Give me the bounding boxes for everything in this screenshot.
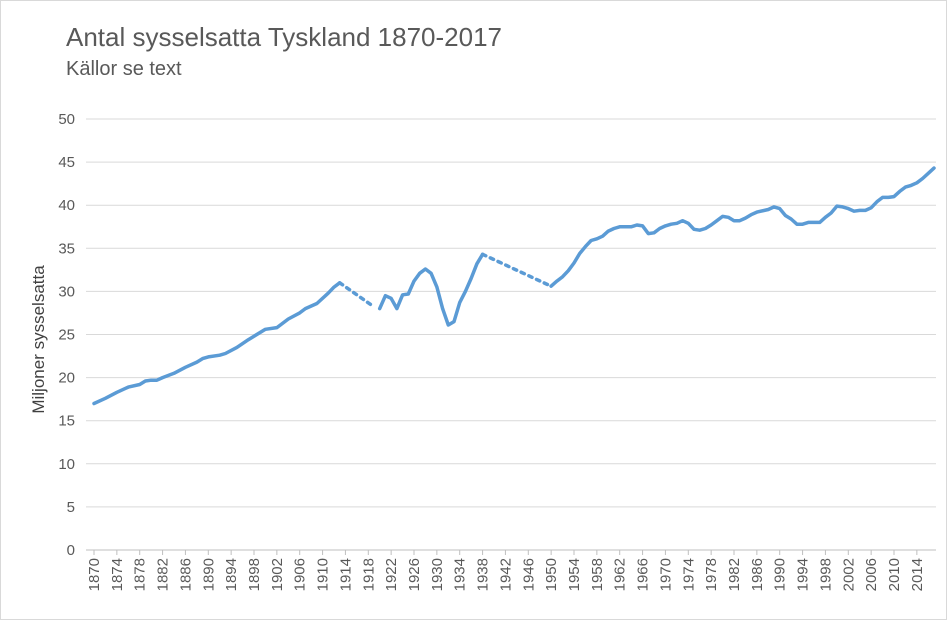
- x-tick-label: 1930: [429, 558, 446, 591]
- x-tick-label: 1954: [566, 558, 583, 591]
- x-tick-label: 2010: [886, 558, 903, 591]
- y-axis-ticks: 0 5 10 15 20 25 30 35 40 45 50: [58, 111, 75, 559]
- x-tick-label: 2006: [863, 558, 880, 591]
- x-tick-label: 1938: [475, 558, 492, 591]
- series-line: [377, 252, 485, 327]
- x-tick-label: 1994: [795, 558, 812, 591]
- chart-title: Antal sysselsatta Tyskland 1870-2017: [66, 22, 503, 52]
- x-tick-label: 1918: [360, 558, 377, 591]
- x-tick-label: 1906: [292, 558, 309, 591]
- chart-subtitle: Källor se text: [66, 58, 182, 80]
- x-tick-label: 1894: [223, 558, 240, 591]
- x-tick-label: 1982: [726, 558, 743, 591]
- x-tick-label: 1922: [383, 558, 400, 591]
- x-tick-label: 1878: [132, 558, 149, 591]
- x-tick-label: 1882: [155, 558, 172, 591]
- y-tick-label: 5: [67, 499, 75, 516]
- x-tick-label: 1998: [817, 558, 834, 591]
- x-tick-label: 1910: [315, 558, 332, 591]
- y-tick-label: 50: [58, 111, 75, 128]
- y-tick-label: 25: [58, 327, 75, 344]
- series-line-gap-dotted: [337, 281, 376, 309]
- gridlines: [86, 118, 936, 551]
- x-tick-label: 1942: [497, 558, 514, 591]
- x-tick-label: 1962: [612, 558, 629, 591]
- y-axis-label: Miljoner sysselsatta: [29, 265, 48, 414]
- x-tick-label: 1978: [703, 558, 720, 591]
- y-tick-label: 35: [58, 240, 75, 257]
- y-tick-label: 0: [67, 542, 75, 559]
- y-tick-label: 45: [58, 154, 75, 171]
- series-line: [549, 166, 936, 288]
- x-tick-label: 1902: [269, 558, 286, 591]
- x-tick-label: 1926: [406, 558, 423, 591]
- x-tick-label: 1950: [543, 558, 560, 591]
- y-tick-label: 40: [58, 197, 75, 214]
- x-tick-label: 1966: [635, 558, 652, 591]
- x-tick-label: 1874: [109, 558, 126, 591]
- x-tick-label: 1934: [452, 558, 469, 591]
- x-tick-label: 1870: [86, 558, 103, 591]
- x-tick-label: 1974: [680, 558, 697, 591]
- data-series: [92, 166, 936, 406]
- x-axis-ticks: 1870 1874 1878 1882 1886 1890 1894 1898 1902 1906…: [86, 550, 926, 591]
- x-tick-label: 2014: [909, 558, 926, 591]
- x-tick-label: 1958: [589, 558, 606, 591]
- y-tick-label: 30: [58, 283, 75, 300]
- series-line-gap-dotted: [480, 252, 553, 288]
- y-tick-label: 10: [58, 456, 75, 473]
- y-tick-label: 20: [58, 370, 75, 387]
- x-tick-label: 1970: [657, 558, 674, 591]
- x-tick-label: 1914: [337, 558, 354, 591]
- x-tick-label: 1890: [200, 558, 217, 591]
- x-tick-label: 1898: [246, 558, 263, 591]
- x-tick-label: 1986: [749, 558, 766, 591]
- x-tick-label: 1886: [177, 558, 194, 591]
- x-tick-label: 1946: [520, 558, 537, 591]
- y-tick-label: 15: [58, 413, 75, 430]
- x-tick-label: 2002: [840, 558, 857, 591]
- x-tick-label: 1990: [772, 558, 789, 591]
- series-line: [92, 281, 342, 406]
